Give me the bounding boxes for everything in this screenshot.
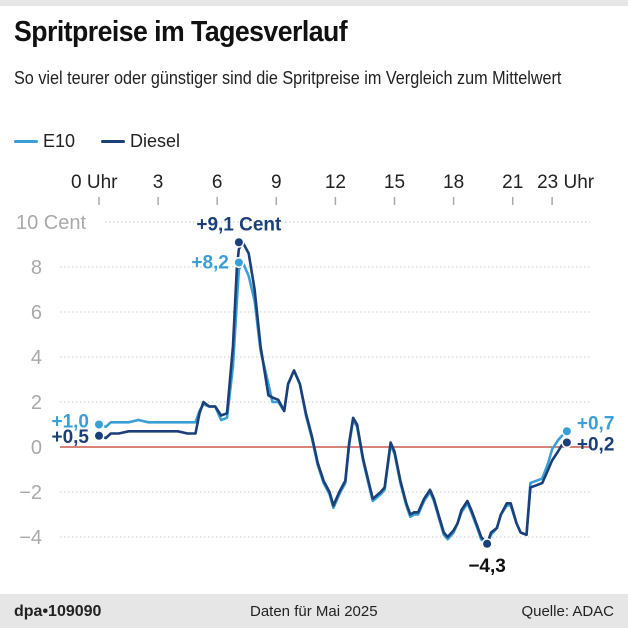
annotation-dot: [234, 258, 243, 267]
legend-swatch-e10: [14, 140, 38, 143]
source: Quelle: ADAC: [521, 603, 614, 620]
legend-item-e10: E10: [14, 131, 75, 152]
x-tick-label: 18: [443, 172, 464, 193]
y-tick-label: 0: [31, 437, 42, 459]
annotation-label: +0,5: [51, 427, 89, 448]
grid-lines: [60, 221, 590, 538]
data-note: Daten für Mai 2025: [250, 603, 378, 620]
x-axis: 0 Uhr 3 6 9 12 15 18 21 23 Uhr: [71, 172, 595, 205]
annotation-dot: [562, 427, 571, 436]
series-lines: [97, 241, 569, 546]
x-tick-label: 12: [325, 172, 346, 193]
annotation-dot: [95, 420, 103, 429]
x-tick-label: 0 Uhr: [71, 172, 118, 193]
y-tick-label: −2: [19, 482, 42, 504]
y-tick-label: 10 Cent: [16, 212, 86, 234]
footer: dpa•109090 Daten für Mai 2025 Quelle: AD…: [0, 594, 628, 628]
x-tick-label: 21: [502, 172, 523, 193]
chart-subtitle: So viel teurer oder günstiger sind die S…: [14, 68, 562, 88]
annotation-label: +9,1 Cent: [196, 214, 282, 235]
x-tick-label: 3: [153, 172, 164, 193]
top-bar: [0, 0, 628, 6]
legend-swatch-diesel: [101, 140, 126, 143]
annotation-dot: [95, 431, 103, 440]
x-tick-label: 6: [212, 172, 223, 193]
annotation-label: +0,2: [577, 435, 615, 456]
legend-label-e10: E10: [43, 131, 76, 151]
legend-item-diesel: Diesel: [101, 131, 180, 152]
y-tick-label: 4: [31, 347, 42, 369]
annotation-dot: [562, 438, 571, 447]
y-tick-label: 8: [31, 257, 42, 279]
x-tick-label: 15: [384, 172, 405, 193]
annotation-label: +8,2: [191, 253, 229, 274]
legend: E10 Diesel: [14, 131, 206, 152]
chart-title: Spritpreise im Tagesverlauf: [14, 16, 348, 48]
y-axis: 10 Cent 8 6 4 2 0 −2 −4: [16, 212, 86, 549]
legend-label-diesel: Diesel: [130, 131, 181, 151]
series-line-diesel: [97, 241, 569, 546]
x-tick-label: 23 Uhr: [537, 172, 595, 193]
annotation-dot: [483, 539, 492, 548]
annotation-dot: [234, 238, 243, 247]
y-tick-label: −4: [19, 527, 42, 549]
agency-id: dpa•109090: [14, 603, 102, 620]
annotation-label: +0,7: [577, 413, 615, 434]
line-chart: 0 Uhr 3 6 9 12 15 18 21 23 Uhr 10 Cent86420−2−4 …: [16, 172, 614, 577]
y-tick-label: 2: [31, 392, 42, 414]
y-tick-label: 6: [31, 302, 42, 324]
x-tick-label: 9: [271, 172, 282, 193]
annotations: +1,0+0,5 +9,1 Cent +8,2 −4,3 +0,7+0,2: [51, 214, 614, 577]
annotation-label: −4,3: [468, 556, 506, 577]
annotation-label: +1,0: [51, 412, 89, 433]
